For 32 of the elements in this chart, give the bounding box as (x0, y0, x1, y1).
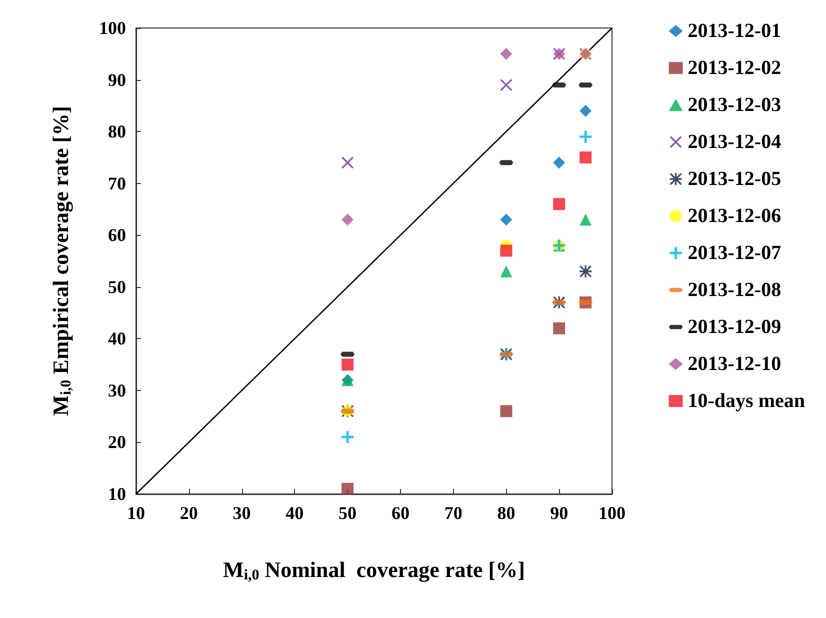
y-tick-label: 30 (108, 380, 126, 400)
x-tick-label: 20 (180, 503, 198, 523)
y-tick-label: 20 (108, 432, 126, 452)
legend-label: 2013-12-07 (688, 242, 782, 264)
legend-label: 2013-12-03 (688, 94, 782, 116)
legend-label: 2013-12-06 (688, 205, 782, 227)
legend-label: 2013-12-10 (688, 353, 782, 375)
y-tick-label: 40 (108, 328, 126, 349)
y-tick-label: 100 (99, 18, 126, 38)
legend-label: 2013-12-02 (688, 57, 782, 79)
legend-label: 10-days mean (688, 390, 806, 412)
legend-label: 2013-12-04 (688, 131, 782, 153)
legend-label: 2013-12-09 (688, 316, 782, 338)
y-axis-title: Mi,0 Empirical coverage rate [%] (48, 106, 74, 416)
legend-label: 2013-12-05 (688, 168, 782, 190)
y-tick-label: 50 (108, 276, 126, 297)
y-tick-label: 70 (108, 173, 126, 194)
x-tick-label: 70 (444, 503, 462, 523)
x-tick-label: 60 (391, 503, 410, 523)
legend-label: 2013-12-01 (688, 20, 782, 42)
x-tick-label: 90 (550, 503, 568, 523)
x-tick-label: 50 (338, 503, 357, 523)
y-tick-label: 80 (108, 122, 126, 142)
y-tick-label: 60 (108, 225, 126, 246)
y-tick-label: 90 (108, 70, 126, 90)
y-tick-label: 10 (108, 484, 126, 504)
legend-label: 2013-12-08 (688, 279, 782, 301)
x-tick-label: 10 (127, 503, 145, 523)
x-tick-label: 40 (286, 503, 304, 523)
x-tick-label: 100 (598, 503, 626, 523)
x-tick-label: 30 (232, 503, 251, 523)
x-tick-label: 80 (497, 503, 516, 523)
